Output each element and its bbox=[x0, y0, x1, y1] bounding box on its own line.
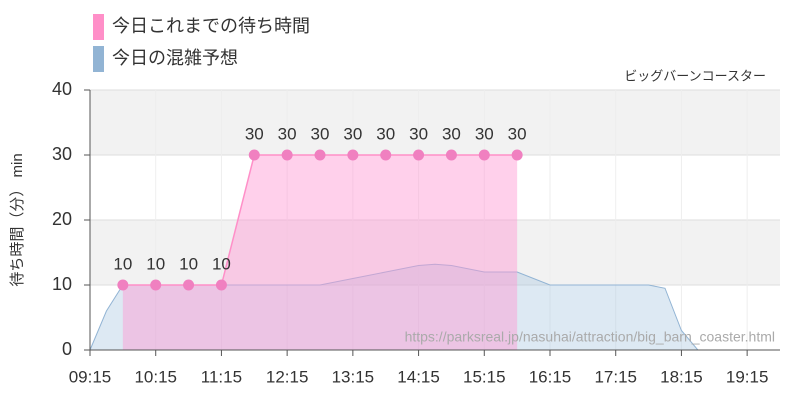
data-label: 30 bbox=[245, 124, 264, 143]
point bbox=[248, 149, 260, 161]
grid-band bbox=[90, 90, 780, 155]
data-label: 30 bbox=[442, 124, 461, 143]
x-tick-label: 10:15 bbox=[134, 367, 177, 386]
point bbox=[117, 279, 129, 291]
legend-label: 今日これまでの待ち時間 bbox=[112, 16, 310, 36]
x-tick-label: 19:15 bbox=[726, 367, 769, 386]
point bbox=[314, 149, 326, 161]
x-tick-label: 09:15 bbox=[69, 367, 112, 386]
area bbox=[90, 264, 780, 350]
y-tick-label: 30 bbox=[52, 144, 72, 164]
legend-label: 今日の混雑予想 bbox=[112, 48, 238, 68]
x-tick-label: 16:15 bbox=[529, 367, 572, 386]
point bbox=[347, 149, 359, 161]
y-tick-label: 10 bbox=[52, 274, 72, 294]
x-tick-label: 14:15 bbox=[397, 367, 440, 386]
data-label: 30 bbox=[376, 124, 395, 143]
data-label: 10 bbox=[212, 254, 231, 273]
point bbox=[183, 279, 195, 291]
x-tick-label: 11:15 bbox=[201, 367, 242, 386]
legend-swatch bbox=[93, 46, 104, 72]
x-tick-label: 15:15 bbox=[463, 367, 506, 386]
x-tick-label: 12:15 bbox=[266, 367, 309, 386]
y-tick-label: 0 bbox=[62, 339, 72, 359]
data-label: 10 bbox=[146, 254, 165, 273]
watermark: https://parksreal.jp/nasuhai/attraction/… bbox=[405, 329, 775, 345]
point bbox=[380, 149, 392, 161]
data-label: 30 bbox=[508, 124, 527, 143]
legend-swatch bbox=[93, 14, 104, 40]
point bbox=[215, 279, 227, 291]
y-tick-label: 20 bbox=[52, 209, 72, 229]
chart-subtitle: ビッグバーンコースター bbox=[624, 68, 766, 83]
point bbox=[150, 279, 162, 291]
point bbox=[445, 149, 457, 161]
x-tick-label: 13:15 bbox=[332, 367, 375, 386]
data-label: 30 bbox=[475, 124, 494, 143]
plot-area: 0 10 20 30 40 09:15 10:15 11:15 12:15 13:15 14:15 1… bbox=[52, 79, 780, 386]
grid-band bbox=[90, 220, 780, 285]
point bbox=[281, 149, 293, 161]
data-label: 30 bbox=[343, 124, 362, 143]
data-label: 10 bbox=[113, 254, 132, 273]
data-label: 30 bbox=[409, 124, 428, 143]
y-axis-label: 待ち時間（分） min bbox=[9, 153, 26, 286]
data-label: 30 bbox=[311, 124, 330, 143]
x-tick-label: 17:15 bbox=[594, 367, 637, 386]
data-label: 10 bbox=[179, 254, 198, 273]
data-label: 30 bbox=[278, 124, 297, 143]
x-tick-label: 18:15 bbox=[660, 367, 703, 386]
point bbox=[413, 149, 425, 161]
point bbox=[478, 149, 490, 161]
y-tick-label: 40 bbox=[52, 79, 72, 99]
area bbox=[122, 155, 518, 350]
point bbox=[511, 149, 523, 161]
